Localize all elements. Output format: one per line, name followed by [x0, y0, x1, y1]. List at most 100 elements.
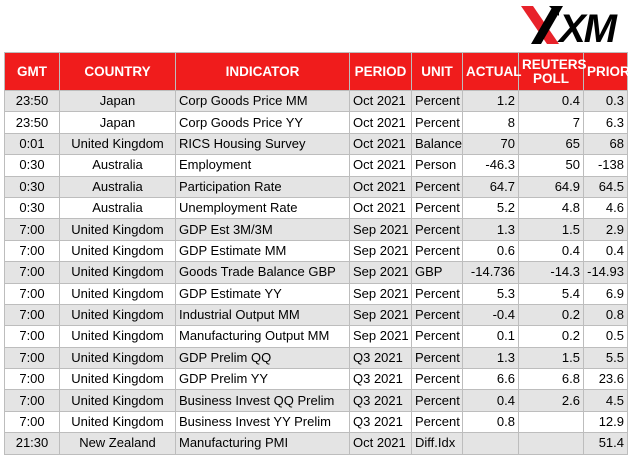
cell-period: Q3 2021	[349, 346, 412, 370]
cell-unit: Person	[411, 154, 463, 177]
cell-actual: 0.4	[462, 389, 519, 412]
cell-unit: Percent	[411, 389, 463, 412]
cell-prior: 4.5	[583, 389, 628, 412]
cell-actual	[462, 432, 519, 455]
cell-reuters-poll: 0.4	[518, 89, 584, 113]
cell-period: Q3 2021	[349, 368, 412, 391]
cell-unit: Diff.Idx	[411, 432, 463, 455]
cell-unit: Percent	[411, 410, 463, 434]
table-row: 7:00 United Kingdom Goods Trade Balance GB…	[4, 261, 628, 284]
cell-unit: Percent	[411, 368, 463, 391]
cell-prior: -14.93	[583, 261, 628, 284]
cell-gmt: 7:00	[4, 325, 60, 348]
cell-prior: 0.8	[583, 303, 628, 327]
cell-gmt: 7:00	[4, 282, 60, 305]
cell-indicator: Business Invest QQ Prelim	[175, 389, 350, 412]
cell-unit: GBP	[411, 261, 463, 284]
cell-period: Oct 2021	[349, 132, 412, 156]
cell-prior: 64.5	[583, 175, 628, 198]
table-row: 0:30 Australia Employment Oct 2021 Person -46…	[4, 154, 628, 177]
cell-gmt: 7:00	[4, 368, 60, 391]
header-period: PERIOD	[349, 52, 412, 91]
cell-prior: 51.4	[583, 432, 628, 455]
table-row: 7:00 United Kingdom GDP Est 3M/3M Sep 2021 P…	[4, 218, 628, 241]
cell-actual: 5.2	[462, 196, 519, 220]
cell-reuters-poll: 0.4	[518, 239, 584, 263]
cell-actual: 0.8	[462, 410, 519, 434]
cell-gmt: 7:00	[4, 239, 60, 263]
cell-gmt: 7:00	[4, 410, 60, 434]
table-header-row: GMT COUNTRY INDICATOR PERIOD UNIT ACTUAL…	[4, 52, 630, 91]
cell-indicator: GDP Est 3M/3M	[175, 218, 350, 241]
table-row: 21:30 New Zealand Manufacturing PMI Oct 202…	[4, 432, 628, 455]
cell-gmt: 7:00	[4, 303, 60, 327]
cell-actual: -46.3	[462, 154, 519, 177]
cell-country: United Kingdom	[59, 389, 176, 412]
cell-unit: Balance	[411, 132, 463, 156]
cell-period: Oct 2021	[349, 111, 412, 134]
cell-actual: 5.3	[462, 282, 519, 305]
cell-country: United Kingdom	[59, 132, 176, 156]
cell-unit: Percent	[411, 89, 463, 113]
cell-unit: Percent	[411, 282, 463, 305]
cell-prior: 23.6	[583, 368, 628, 391]
cell-prior: 5.5	[583, 346, 628, 370]
cell-actual: 1.2	[462, 89, 519, 113]
cell-reuters-poll: 50	[518, 154, 584, 177]
cell-country: New Zealand	[59, 432, 176, 455]
cell-indicator: GDP Estimate MM	[175, 239, 350, 263]
cell-country: United Kingdom	[59, 303, 176, 327]
header-reuters-poll: REUTERS POLL	[518, 52, 587, 91]
table-row: 0:30 Australia Participation Rate Oct 2021 P…	[4, 175, 628, 198]
cell-actual: 1.3	[462, 346, 519, 370]
table-row: 0:30 Australia Unemployment Rate Oct 2021 Pe…	[4, 196, 628, 220]
table-row: 7:00 United Kingdom Business Invest QQ Pre…	[4, 389, 628, 412]
cell-reuters-poll: 6.8	[518, 368, 584, 391]
cell-actual: -14.736	[462, 261, 519, 284]
cell-gmt: 7:00	[4, 261, 60, 284]
xm-logo-mark: XM	[521, 6, 621, 51]
cell-country: Australia	[59, 196, 176, 220]
cell-gmt: 21:30	[4, 432, 60, 455]
cell-period: Oct 2021	[349, 196, 412, 220]
cell-indicator: RICS Housing Survey	[175, 132, 350, 156]
cell-prior: 2.9	[583, 218, 628, 241]
cell-country: United Kingdom	[59, 261, 176, 284]
cell-unit: Percent	[411, 325, 463, 348]
cell-actual: 70	[462, 132, 519, 156]
cell-country: United Kingdom	[59, 325, 176, 348]
cell-country: United Kingdom	[59, 218, 176, 241]
cell-country: United Kingdom	[59, 239, 176, 263]
cell-indicator: Employment	[175, 154, 350, 177]
cell-actual: 8	[462, 111, 519, 134]
cell-actual: 6.6	[462, 368, 519, 391]
cell-gmt: 0:30	[4, 154, 60, 177]
table-row: 7:00 United Kingdom GDP Prelim QQ Q3 2021 Pe…	[4, 346, 628, 370]
cell-country: United Kingdom	[59, 346, 176, 370]
header-gmt: GMT	[4, 52, 60, 91]
cell-gmt: 23:50	[4, 89, 60, 113]
cell-indicator: Participation Rate	[175, 175, 350, 198]
cell-country: Australia	[59, 154, 176, 177]
table-row: 7:00 United Kingdom GDP Prelim YY Q3 2021 Pe…	[4, 368, 628, 391]
cell-country: United Kingdom	[59, 410, 176, 434]
cell-unit: Percent	[411, 218, 463, 241]
cell-period: Sep 2021	[349, 303, 412, 327]
cell-actual: 0.1	[462, 325, 519, 348]
cell-period: Sep 2021	[349, 325, 412, 348]
cell-indicator: Corp Goods Price YY	[175, 111, 350, 134]
cell-gmt: 23:50	[4, 111, 60, 134]
cell-unit: Percent	[411, 175, 463, 198]
header-actual: ACTUAL	[462, 52, 522, 91]
cell-country: United Kingdom	[59, 368, 176, 391]
cell-indicator: Goods Trade Balance GBP	[175, 261, 350, 284]
cell-indicator: Business Invest YY Prelim	[175, 410, 350, 434]
cell-period: Sep 2021	[349, 239, 412, 263]
cell-unit: Percent	[411, 196, 463, 220]
table-row: 0:01 United Kingdom RICS Housing Survey Oct…	[4, 132, 628, 156]
cell-actual: 1.3	[462, 218, 519, 241]
table-row: 7:00 United Kingdom Industrial Output MM Se…	[4, 303, 628, 327]
cell-reuters-poll: 64.9	[518, 175, 584, 198]
cell-prior: 6.9	[583, 282, 628, 305]
cell-period: Oct 2021	[349, 154, 412, 177]
